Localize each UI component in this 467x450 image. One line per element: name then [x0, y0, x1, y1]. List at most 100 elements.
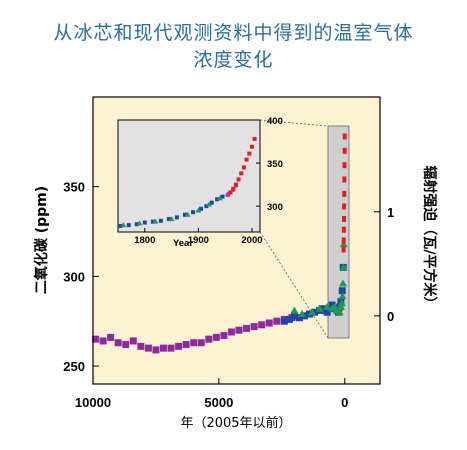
inset-data-point [191, 210, 196, 215]
y-tick-label: 250 [63, 359, 85, 374]
inset-data-point [206, 201, 213, 207]
inset-data-point [184, 211, 191, 217]
data-point [273, 317, 281, 325]
inset-data-point [134, 222, 139, 227]
data-point [129, 337, 137, 345]
data-point [339, 240, 348, 248]
inset-data-point [150, 219, 155, 224]
data-point [297, 310, 306, 318]
zoom-connector-top [259, 119, 329, 127]
chart-title-line2: 浓度变化 [193, 49, 274, 71]
data-point [323, 308, 331, 316]
inset-data-point [152, 218, 159, 224]
inset-data-point [233, 182, 238, 187]
data-point [339, 263, 348, 271]
inset-y-tick-label: 400 [267, 116, 283, 127]
data-point [308, 308, 317, 316]
inset-data-point [241, 165, 246, 170]
inset-data-point [182, 212, 187, 217]
inset-x-tick-label: 1800 [134, 235, 155, 246]
axes: 10000 5000 0 250 300 350 0 1 1800 1900 2000 300 350 4… [63, 96, 394, 410]
y-tick-label: 350 [63, 180, 85, 195]
data-point [341, 246, 346, 253]
data-point [341, 237, 346, 244]
inset-data-point [231, 186, 236, 191]
inset-data-point [236, 177, 241, 182]
plot-frame [92, 96, 381, 385]
inset-data-point [126, 223, 131, 228]
inset-data-point [199, 206, 204, 211]
data-point [220, 332, 228, 340]
data-point [265, 319, 273, 327]
x-tick-label: 10000 [75, 395, 111, 410]
data-point [280, 317, 288, 325]
inset-x-tick-label: 2000 [241, 235, 262, 246]
data-point [342, 147, 347, 154]
data-point [144, 344, 152, 352]
data-point [342, 203, 347, 210]
inset-data-point [195, 207, 202, 213]
data-point [341, 226, 346, 233]
data-point [341, 215, 346, 222]
data-point [342, 162, 347, 169]
x-tick-label: 5000 [204, 395, 233, 410]
data-point [290, 312, 298, 320]
data-point [159, 344, 167, 352]
data-point [122, 341, 130, 349]
inset-data-point [225, 192, 230, 197]
inset-plot-area [118, 120, 260, 232]
inset-data-point [216, 195, 223, 201]
data-point [285, 315, 293, 323]
x-axis-label: 年（2005年以前） [180, 415, 291, 431]
inset-data-point [136, 220, 143, 226]
inset-data-point [166, 217, 171, 222]
data-point [212, 333, 220, 341]
data-point [323, 302, 332, 310]
data-point [99, 337, 107, 345]
data-point [152, 346, 160, 354]
data-point [335, 308, 344, 316]
y-axis-label: 二氧化碳 (ppm) [33, 186, 50, 294]
data-point [114, 339, 122, 347]
data-point [337, 299, 346, 307]
inset-data-point [228, 190, 233, 195]
inset-data-point [239, 171, 244, 176]
inset-data-point [118, 223, 123, 228]
data-point [295, 314, 303, 322]
x-tick-label: 0 [341, 395, 348, 410]
data-point [197, 339, 205, 347]
inset-data-point [215, 197, 220, 202]
data-point [92, 335, 100, 343]
zoom-connector-bottom [259, 231, 329, 339]
data-point [336, 302, 345, 310]
data-point [243, 324, 251, 332]
inset-data-point [120, 222, 127, 228]
inset-frame [117, 119, 261, 233]
inset-data-point [247, 151, 252, 156]
inset-data-point [209, 200, 214, 205]
data-point [167, 344, 175, 352]
inset-data-point [174, 215, 179, 220]
inset-data-point [244, 157, 249, 162]
data-point [250, 323, 258, 331]
data-point [235, 326, 243, 334]
main-series [92, 133, 348, 354]
inset-x-axis-label: Year [173, 238, 193, 249]
data-point [175, 342, 183, 350]
inset-x-tick-label: 1900 [188, 235, 209, 246]
data-point [290, 306, 299, 314]
data-point [342, 190, 347, 197]
inset-data-point [142, 220, 147, 225]
inset-data-point [158, 218, 163, 223]
data-point [182, 341, 190, 349]
data-point [190, 339, 198, 347]
y2-tick-label: 1 [387, 205, 394, 220]
inset-data-point [252, 136, 257, 141]
data-point [227, 328, 235, 336]
inset-y-tick-label: 350 [267, 159, 283, 170]
data-point [315, 304, 324, 312]
data-point [342, 176, 347, 183]
y-tick-label: 300 [63, 269, 85, 284]
data-point [205, 335, 213, 343]
